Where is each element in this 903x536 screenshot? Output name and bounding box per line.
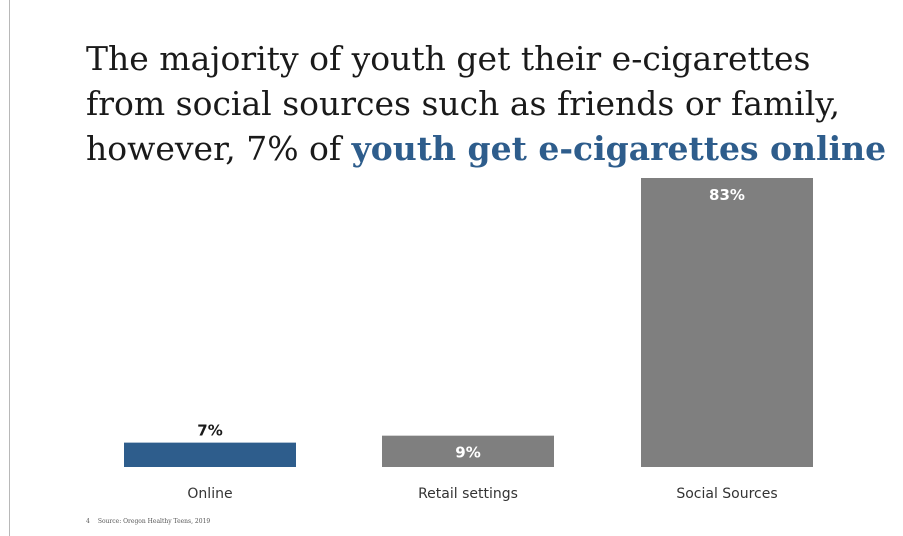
- bar-online: [124, 442, 296, 467]
- bar-retail-settings: [382, 435, 554, 467]
- category-label-online: Online: [187, 486, 232, 502]
- headline-text: The majority of youth get their e-cigare…: [86, 39, 841, 168]
- left-border-line: [9, 0, 10, 536]
- headline: The majority of youth get their e-cigare…: [86, 36, 896, 171]
- value-label-retail-settings: 9%: [455, 443, 480, 461]
- source-footnote: 4 Source: Oregon Healthy Teens, 2019: [86, 518, 210, 525]
- category-label-retail-settings: Retail settings: [418, 486, 518, 502]
- value-label-online: 7%: [197, 422, 222, 440]
- value-label-social-sources: 83%: [709, 186, 745, 204]
- category-label-social-sources: Social Sources: [676, 486, 777, 502]
- slide-number: 4: [86, 518, 90, 525]
- headline-highlight: youth get e-cigarettes online: [351, 129, 887, 168]
- bar-social-sources: [641, 178, 813, 467]
- source-text: Source: Oregon Healthy Teens, 2019: [97, 518, 211, 525]
